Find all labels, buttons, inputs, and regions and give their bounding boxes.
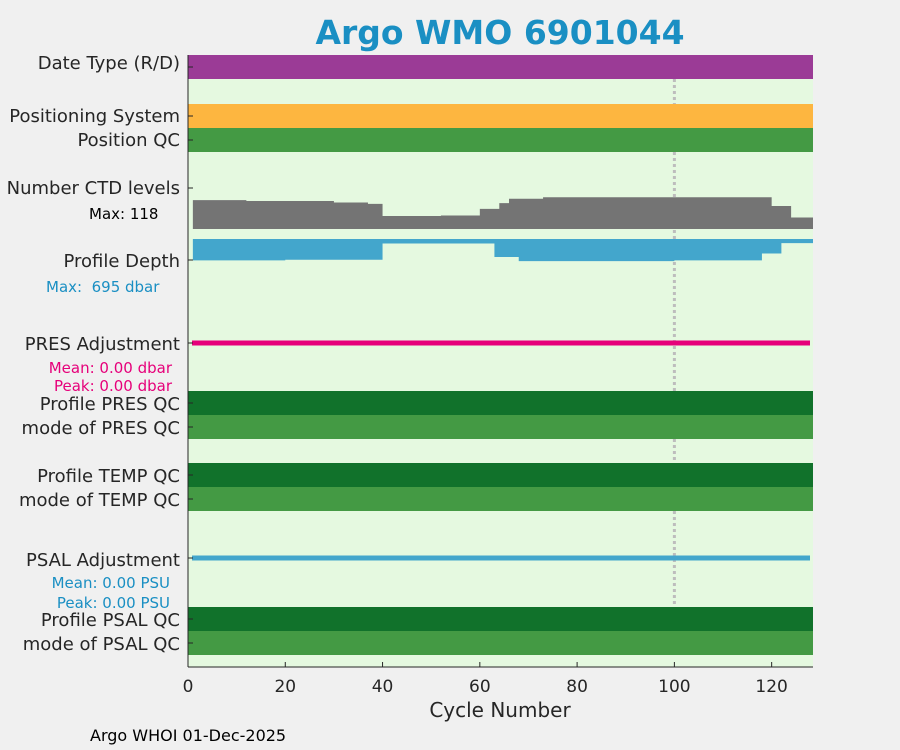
profile-depth-area	[192, 239, 813, 262]
x-tick-label: 40	[372, 677, 394, 697]
x-tick-label: 0	[183, 677, 194, 697]
x-axis-label: Cycle Number	[429, 698, 571, 722]
mode-temp-qc-bar	[188, 487, 813, 511]
note-psal-peak: Peak: 0.00 PSU	[57, 594, 170, 612]
note-depth-max: Max: 695 dbar	[46, 278, 160, 296]
note-pres-mean: Mean: 0.00 dbar	[49, 359, 173, 377]
label-profile-depth: Profile Depth	[63, 251, 180, 272]
label-psal-adjustment: PSAL Adjustment	[26, 550, 180, 571]
date-type-bar	[188, 55, 813, 79]
label-mode-psal-qc: mode of PSAL QC	[23, 634, 180, 655]
profile-psal-qc-bar	[188, 607, 813, 631]
label-profile-psal-qc: Profile PSAL QC	[41, 610, 180, 631]
note-psal-mean: Mean: 0.00 PSU	[52, 574, 170, 592]
label-profile-temp-qc: Profile TEMP QC	[37, 466, 180, 487]
label-positioning-system: Positioning System	[9, 106, 180, 127]
mode-psal-qc-bar	[188, 631, 813, 655]
positioning-system-bar	[188, 104, 813, 128]
label-mode-pres-qc: mode of PRES QC	[22, 418, 180, 439]
x-tick-label: 20	[274, 677, 296, 697]
x-axis-ticks: 0 20 40 60 80 100 120	[183, 662, 788, 697]
chart-title: Argo WMO 6901044	[315, 13, 684, 52]
label-mode-temp-qc: mode of TEMP QC	[19, 490, 180, 511]
ctd-levels-area	[192, 197, 813, 229]
label-position-qc: Position QC	[77, 130, 180, 151]
y-ticks	[188, 66, 193, 644]
label-number-ctd-levels: Number CTD levels	[7, 178, 180, 199]
profile-pres-qc-bar	[188, 391, 813, 415]
x-tick-label: 120	[755, 677, 787, 697]
label-date-type: Date Type (R/D)	[38, 53, 180, 74]
note-ctd-max: Max: 118	[89, 205, 158, 223]
footer-text: Argo WHOI 01-Dec-2025	[90, 726, 286, 745]
plot-area	[188, 55, 813, 667]
x-tick-label: 100	[658, 677, 690, 697]
x-tick-label: 60	[469, 677, 491, 697]
profile-temp-qc-bar	[188, 463, 813, 487]
x-tick-label: 80	[566, 677, 588, 697]
mode-pres-qc-bar	[188, 415, 813, 439]
label-pres-adjustment: PRES Adjustment	[25, 334, 180, 355]
position-qc-bar	[188, 128, 813, 152]
label-profile-pres-qc: Profile PRES QC	[40, 394, 180, 415]
note-pres-peak: Peak: 0.00 dbar	[54, 377, 173, 395]
